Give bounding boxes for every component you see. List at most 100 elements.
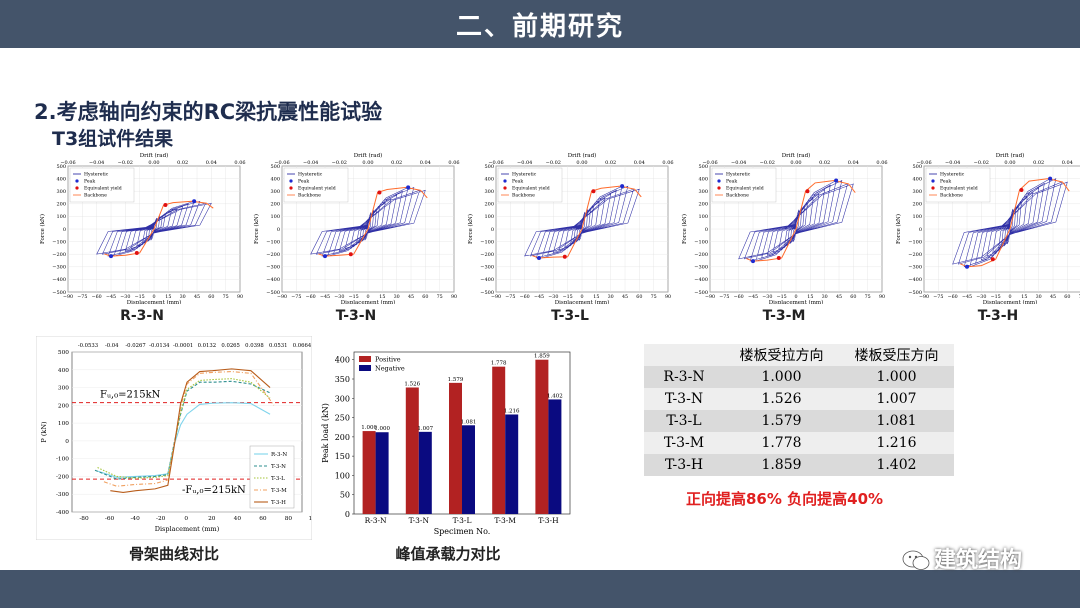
category-label: T-3-H	[538, 516, 559, 525]
table-row: T-3-L 1.579 1.081	[644, 410, 954, 432]
peak-caption: 峰值承载力对比	[395, 545, 501, 563]
top-tick-label: 0.06	[876, 160, 887, 166]
table-header-row: 楼板受拉方向 楼板受压方向	[644, 344, 954, 366]
y-tick-label: 150	[335, 452, 350, 461]
peak-load-chart: 0 50 100 150 200 250 300 350 400 Peak load (kN) Sp…	[321, 351, 571, 536]
y-tick-label: 300	[484, 189, 494, 195]
hysteresis-plot-r-3-n: Drift (rad) −0.06 −0.04 −0.02 0.00 0.02 0.04 0.…	[39, 152, 246, 304]
y-tick-label: 200	[58, 403, 69, 409]
hysteretic-curve	[524, 185, 640, 259]
legend-label: T-3-L	[271, 476, 285, 482]
y-tick-label: 100	[698, 214, 708, 220]
x-tick-label: 75	[1079, 294, 1080, 300]
hysteresis-plot-t-3-l: Drift (rad) −0.06 −0.04 −0.02 0.00 0.02 0.04 0.…	[467, 152, 674, 304]
table-row: T-3-H 1.859 1.402	[644, 454, 954, 476]
yield-point	[377, 190, 382, 195]
x-tick-label: −30	[976, 294, 986, 300]
legend-label: T-3-H	[271, 500, 286, 506]
legend-label: Negative	[375, 365, 405, 373]
top-tick-label: 0.0398	[245, 343, 264, 349]
top-tick-label: −0.02	[974, 160, 989, 166]
top-tick-label: 0.04	[848, 160, 859, 166]
hysteresis-plot-t-3-m: Drift (rad) −0.06 −0.04 −0.02 0.00 0.02 0.04 0.…	[681, 152, 888, 304]
x-tick-label: 60	[1064, 294, 1070, 300]
bar-negative	[548, 399, 562, 514]
top-tick-label: -0.0267	[125, 343, 145, 349]
y-tick-label: −500	[694, 290, 708, 296]
legend-peak-swatch	[931, 179, 935, 183]
bar-positive	[405, 387, 419, 514]
y-tick-label: −100	[694, 239, 708, 245]
x-tick-label: 45	[836, 294, 842, 300]
legend-label: Positive	[375, 356, 401, 364]
x-tick-label: −75	[291, 294, 301, 300]
top-tick-label: 0.04	[1062, 160, 1073, 166]
top-axis-label: Drift (rad)	[568, 152, 597, 159]
y-tick-label: -200	[56, 474, 69, 480]
y-tick-label: 200	[698, 202, 708, 208]
top-tick-label: −0.02	[118, 160, 133, 166]
x-tick-label: 30	[608, 294, 614, 300]
y-axis-label: Force (kN)	[681, 214, 688, 244]
x-tick-label: 75	[223, 294, 229, 300]
top-tick-label: 0.00	[790, 160, 801, 166]
backbone-curve	[532, 185, 642, 259]
y-tick-label: 300	[335, 394, 350, 403]
x-tick-label: 30	[394, 294, 400, 300]
x-tick-label: 60	[208, 294, 214, 300]
x-tick-label: −15	[563, 294, 573, 300]
peak-point	[109, 254, 113, 259]
top-tick-label: 0.00	[576, 160, 587, 166]
y-axis-label: Force (kN)	[39, 214, 46, 244]
y-tick-label: -300	[56, 492, 69, 498]
y-tick-label: −400	[480, 277, 494, 283]
legend-label: Hysteretic	[940, 172, 965, 178]
x-tick-label: 15	[1021, 294, 1027, 300]
top-tick-label: −0.04	[945, 160, 960, 166]
bar-positive	[449, 382, 462, 514]
top-tick-label: -0.04	[105, 343, 119, 349]
table-cell: T-3-H	[664, 457, 704, 473]
hysteretic-curve	[96, 200, 212, 257]
top-tick-label: −0.02	[332, 160, 347, 166]
yield-point	[591, 189, 596, 194]
y-tick-label: −400	[266, 277, 280, 283]
y-tick-label: −300	[694, 265, 708, 271]
top-axis-label: Drift (rad)	[996, 152, 1025, 159]
header-bar: 二、前期研究	[0, 0, 1080, 48]
category-label: R-3-N	[365, 516, 387, 525]
series-line-t-3-h	[110, 368, 271, 493]
y-tick-label: -100	[56, 457, 69, 463]
x-tick-label: −60	[948, 294, 958, 300]
x-tick-label: −15	[349, 294, 359, 300]
top-tick-label: -0.0533	[78, 343, 98, 349]
hysteretic-curve	[310, 186, 426, 257]
x-tick-label: −30	[548, 294, 558, 300]
table-cell: 1.081	[876, 413, 917, 429]
y-tick-label: −400	[52, 277, 66, 283]
legend-yield-swatch	[75, 186, 79, 190]
x-tick-label: 15	[807, 294, 813, 300]
y-tick-label: 0	[919, 227, 922, 233]
x-axis-label: Displacement (mm)	[555, 299, 610, 304]
x-tick-label: 0	[152, 294, 155, 300]
y-tick-label: 400	[56, 176, 66, 182]
annotation-positive: Fᵤ,₀=215kN	[100, 390, 161, 401]
x-tick-label: 30	[180, 294, 186, 300]
x-tick-label: 30	[1036, 294, 1042, 300]
legend-label: T-3-M	[271, 488, 287, 494]
category-label: T-3-N	[409, 516, 430, 525]
table-row: T-3-M 1.778 1.216	[644, 432, 954, 454]
y-tick-label: 500	[58, 350, 69, 356]
legend-label: Hysteretic	[84, 172, 109, 178]
top-tick-label: −0.06	[488, 160, 503, 166]
legend-box	[249, 445, 295, 509]
x-tick-label: 45	[622, 294, 628, 300]
y-tick-label: 50	[340, 491, 350, 500]
top-tick-label: −0.06	[274, 160, 289, 166]
y-tick-label: 200	[912, 202, 922, 208]
top-tick-label: 0.0132	[198, 343, 217, 349]
